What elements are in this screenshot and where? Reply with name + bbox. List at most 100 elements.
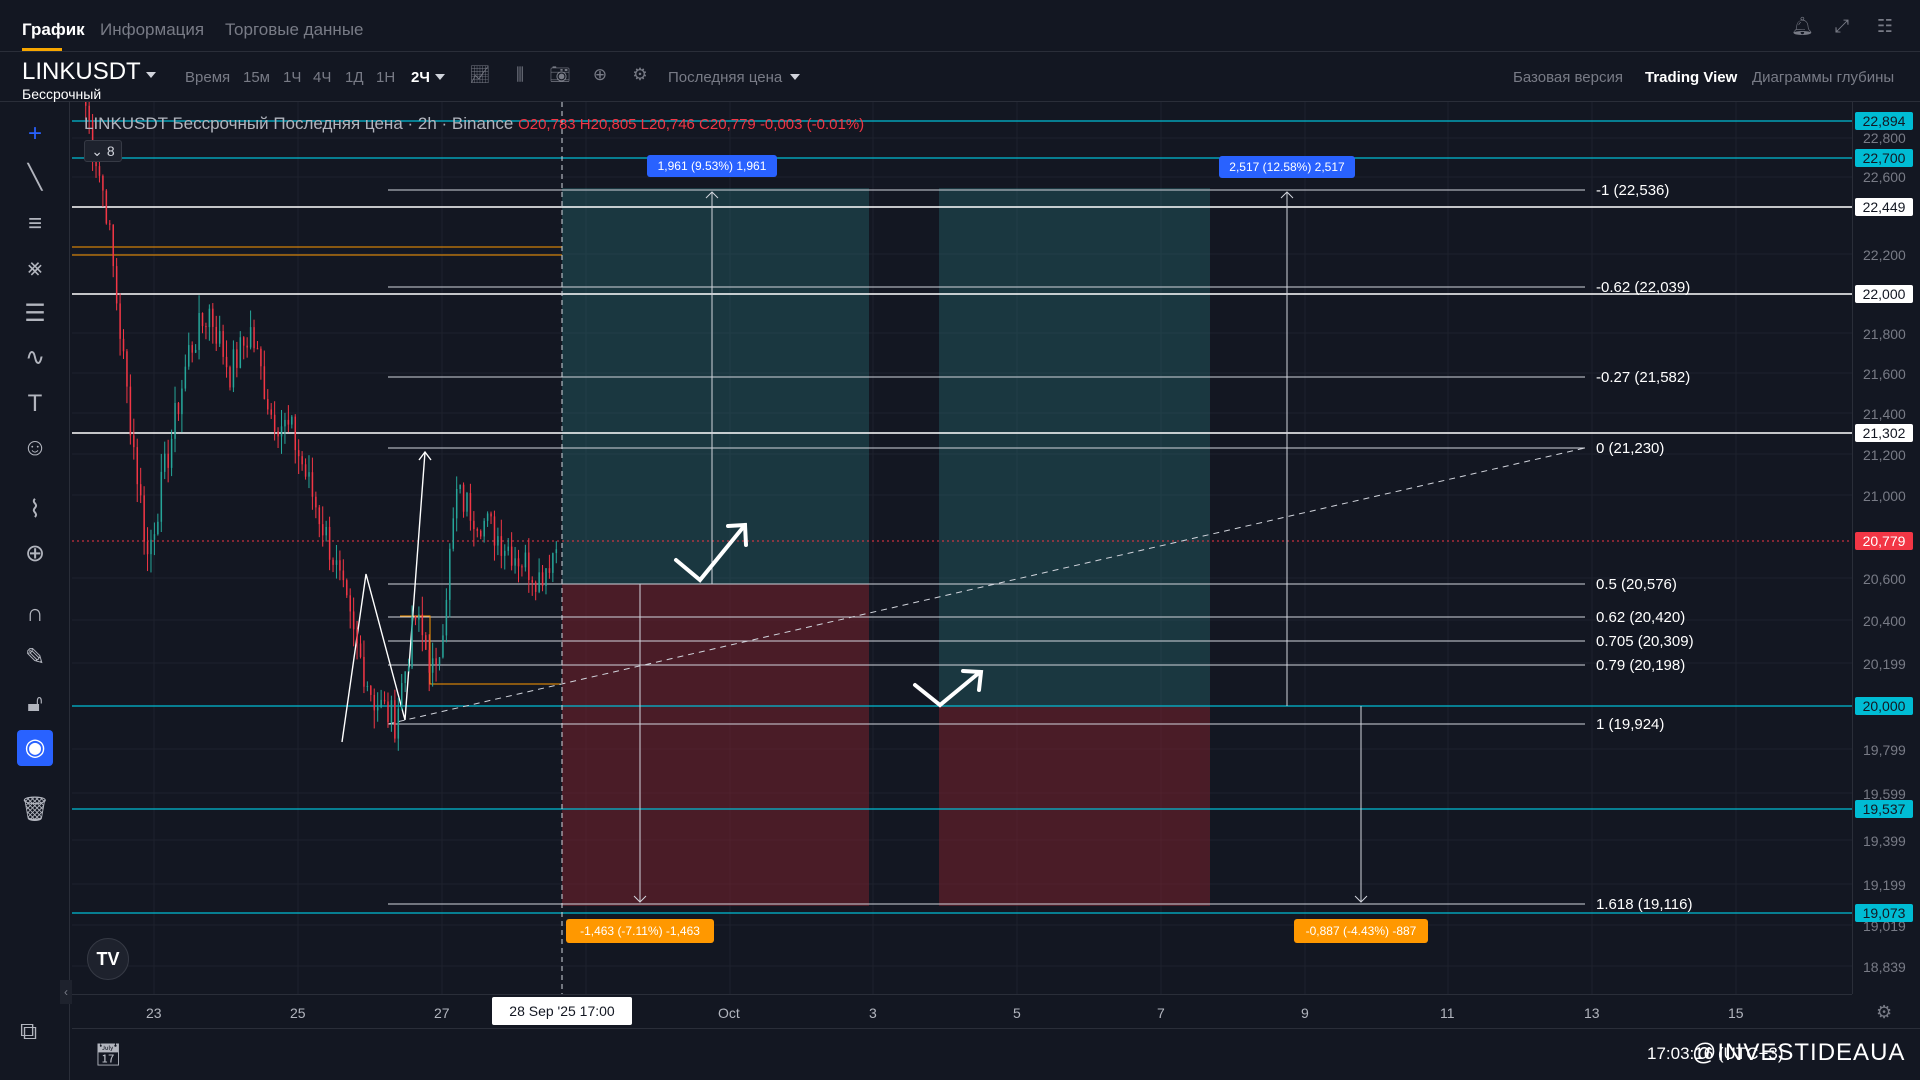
candle-body [143,495,145,542]
bell-icon[interactable]: 🔔︎ [1791,16,1814,36]
candle-body [466,492,468,512]
emoji-icon[interactable]: ☺ [22,434,48,461]
trend-line-icon[interactable]: ╲ [27,164,43,191]
settings-icon[interactable]: ⚙ [632,65,648,84]
camera-icon[interactable]: 📷︎ [549,65,571,84]
collapse-panel-icon[interactable]: ‹ [60,980,72,1004]
interval-chevron-down-icon[interactable] [435,74,445,80]
price-type-chevron-down-icon[interactable] [790,74,800,80]
candle-body [88,105,90,121]
candle-body [164,453,166,472]
add-icon[interactable]: ⊕ [592,65,608,84]
symbol-name[interactable]: LINKUSDT [22,58,141,85]
candle-body [109,223,111,225]
tab-trading-data[interactable]: Торговые данные [225,20,364,39]
candle-body [332,559,334,565]
candle-body [291,416,293,425]
candle-body [212,308,214,327]
candle-body [459,484,461,489]
view-depth[interactable]: Диаграммы глубины [1752,69,1895,86]
candle-body [191,345,193,353]
prediction-icon[interactable]: ☰ [24,300,46,327]
candle-body [500,536,503,556]
gear-icon[interactable]: ⚙ [1876,1002,1893,1022]
tradingview-logo[interactable]: TV [87,938,129,980]
candle-body [480,530,482,537]
time-axis[interactable]: 23 25 27 Oct 3 5 7 9 11 13 15 28 Sep '25… [72,994,1852,1028]
candle-body [548,568,551,573]
candle-body [304,464,307,477]
candle-body [517,558,520,567]
last-price-tag: 20,779 [1855,532,1913,550]
candle-body [184,366,187,389]
interval-4h[interactable]: 4Ч [313,69,332,86]
price-tick: 21,600 [1863,366,1906,382]
active-tab-indicator [22,48,62,51]
candle-body [177,402,180,415]
time-label[interactable]: Время [185,69,231,86]
candle-body [243,337,245,346]
time-tick: 13 [1584,1005,1600,1021]
price-tag-white: 22,449 [1855,198,1913,216]
hand-drawn-arrows [674,522,984,708]
zoom-in-icon[interactable]: ⊕ [24,540,46,567]
candle-body [122,338,125,352]
candle-body [431,658,434,673]
text-icon[interactable]: T [27,390,43,417]
drawing-toolbar: + ╲ ≡ ⨳ ☰ ∿ T ☺ ⌇ ⊕ ∩ ✎ 🔓︎ ◉ 🗑︎ [0,102,70,1080]
crosshair-icon[interactable]: + [27,120,42,147]
interval-15m[interactable]: 15м [243,69,270,86]
price-tick: 21,400 [1863,406,1906,422]
view-basic[interactable]: Базовая версия [1513,69,1623,86]
eye-hide-icon[interactable]: ◉ [17,730,53,766]
pattern-icon[interactable]: ⨳ [27,254,43,281]
layers-icon[interactable]: ⧉ [20,1018,38,1045]
price-tick: 19,799 [1863,742,1906,758]
candle-body [232,349,235,388]
collapse-icon[interactable]: ⤢ [1834,16,1850,36]
symbol-chevron-down-icon[interactable] [146,72,156,78]
indicators-collapse-badge[interactable]: ⌄ 8 [84,140,122,162]
tab-info[interactable]: Информация [100,20,205,39]
interval-1w[interactable]: 1Н [376,69,396,86]
indicators-icon[interactable]: 📈︎ [469,65,491,84]
interval-2h[interactable]: 2Ч [411,69,430,86]
lock-icon[interactable]: 🔓︎ [27,690,43,717]
price-tick: 19,199 [1863,877,1906,893]
fib-retracement-icon[interactable]: ≡ [27,210,42,237]
view-tradingview[interactable]: Trading View [1645,69,1738,86]
candle-body [401,683,403,709]
time-tick: 23 [146,1005,162,1021]
clock-time[interactable]: 17:03:16 (UTC+3) [1647,1044,1784,1063]
pencil-lock-icon[interactable]: ✎ [24,644,46,671]
trash-icon[interactable]: 🗑︎ [19,796,51,823]
long2-stop-label-bg [1294,919,1428,943]
brush-icon[interactable]: ∿ [24,344,46,371]
calendar-icon[interactable]: 📅︎ [94,1042,122,1067]
candle-body [493,516,496,546]
candle-body [325,526,327,536]
chart-canvas[interactable]: 1,961 (9.53%) 1,961 2,517 (12.58%) 2,517… [72,102,1852,994]
candle-body [328,526,331,560]
long1-target-label: 1,961 (9.53%) 1,961 [658,159,767,173]
candle-body [236,349,238,368]
interval-1h[interactable]: 1Ч [283,69,302,86]
candle-body [225,356,228,368]
ruler-icon[interactable]: ⌇ [29,496,41,523]
price-type-select[interactable]: Последняя цена [668,69,783,86]
chart-type-icon[interactable]: ⫼ [516,65,524,84]
price-axis[interactable]: 22,800 22,600 22,200 21,800 21,600 21,40… [1852,102,1920,994]
grid-layout-icon[interactable]: ☷ [1876,16,1894,36]
price-tick: 19,019 [1863,918,1906,934]
candle-body [102,175,104,191]
candle-body [270,409,272,415]
candle-body [435,658,437,665]
long2-target-label: 2,517 (12.58%) 2,517 [1229,160,1345,174]
candle-body [301,456,303,465]
interval-1d[interactable]: 1Д [345,69,364,86]
tab-chart[interactable]: График [22,20,85,39]
price-tag-cyan: 22,894 [1855,112,1913,130]
magnet-icon[interactable]: ∩ [26,600,44,627]
triangle-arrowhead [418,450,432,461]
candle-body [277,431,279,437]
